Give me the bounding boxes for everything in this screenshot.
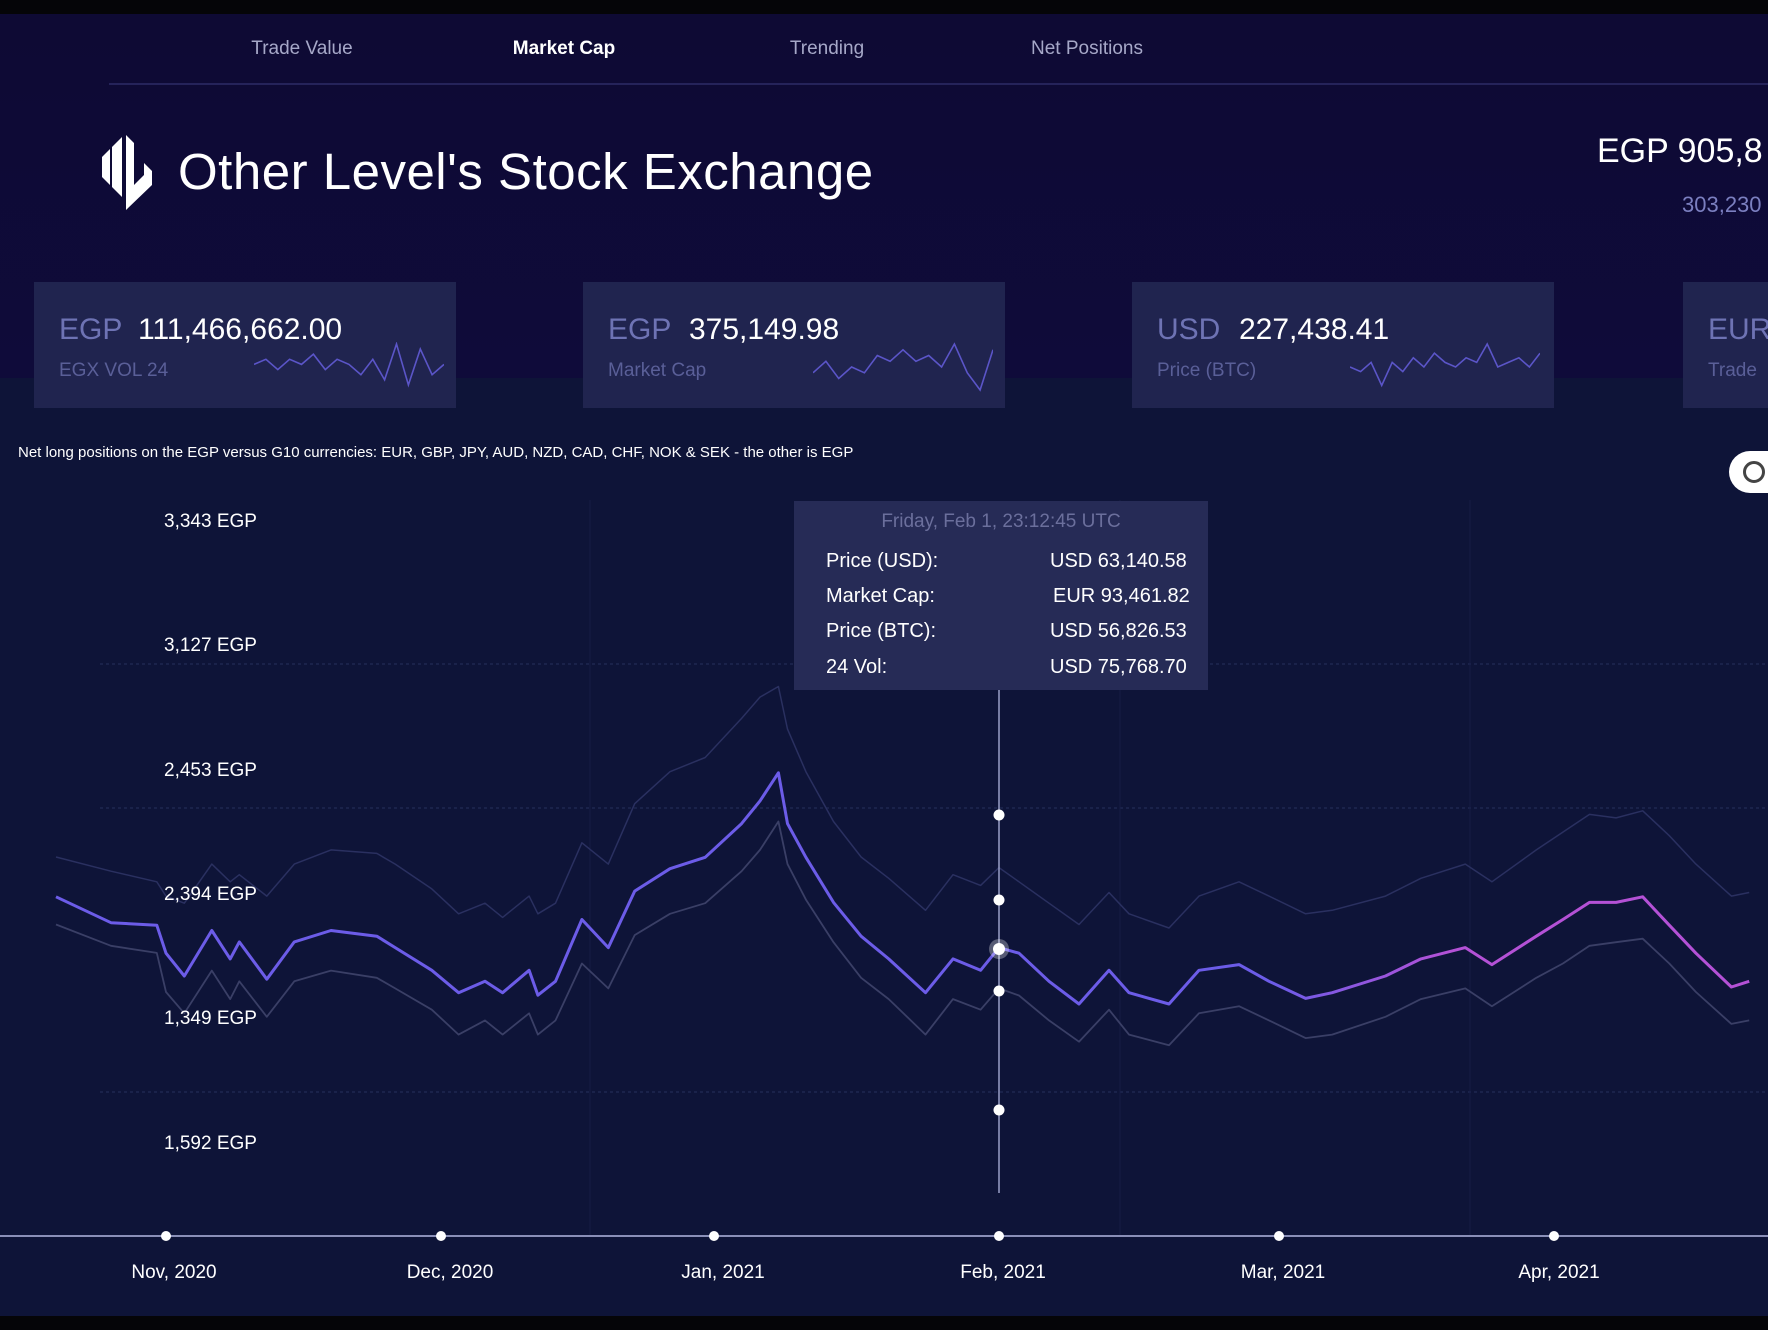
stat-card-trade[interactable]: EUR Trade: [1683, 282, 1768, 408]
y-tick-label: 3,127 EGP: [164, 635, 257, 656]
hover-point: [993, 943, 1005, 955]
x-tick-label: Mar, 2021: [1240, 1262, 1326, 1283]
x-tick-dot: [709, 1231, 719, 1241]
headline-subvalue: 303,230: [1682, 192, 1762, 217]
tooltip-label: Market Cap:: [826, 585, 935, 607]
card-value: 375,149.98: [689, 313, 840, 346]
tooltip-label: Price (USD):: [826, 550, 939, 572]
headline-value: EGP 905,8: [1597, 132, 1763, 170]
crosshair-dot: [993, 894, 1005, 906]
tab-trade-value[interactable]: Trade Value: [251, 38, 353, 59]
x-tick-dot: [1549, 1231, 1559, 1241]
card-currency: EGP: [59, 313, 123, 346]
y-tick-label: 1,349 EGP: [164, 1008, 257, 1029]
chart-tooltip: Friday, Feb 1, 23:12:45 UTC Price (USD):…: [794, 501, 1208, 690]
sparkline-path: [254, 342, 444, 388]
y-tick-label: 2,453 EGP: [164, 760, 257, 781]
x-tick-label: Feb, 2021: [960, 1262, 1046, 1283]
tooltip-value: EUR 93,461.82: [1053, 585, 1190, 607]
stat-card-price-btc[interactable]: USD 227,438.41 Price (BTC): [1132, 282, 1554, 408]
x-tick-label: Jan, 2021: [681, 1262, 765, 1283]
x-tick-label: Dec, 2020: [406, 1262, 494, 1283]
tooltip-title: Friday, Feb 1, 23:12:45 UTC: [881, 511, 1121, 532]
series-line-lower-band: [55, 820, 1750, 1047]
crosshair-dot: [993, 985, 1005, 997]
stat-card-egx-vol[interactable]: EGP 111,466,662.00 EGX VOL 24: [34, 282, 456, 408]
tab-net-positions[interactable]: Net Positions: [1031, 38, 1143, 59]
x-tick-label: Apr, 2021: [1518, 1262, 1600, 1283]
stat-card-market-cap[interactable]: EGP 375,149.98 Market Cap: [583, 282, 1005, 408]
y-tick-label: 1,592 EGP: [164, 1133, 257, 1154]
tooltip-label: Price (BTC):: [826, 620, 936, 642]
page-title: Other Level's Stock Exchange: [178, 143, 874, 200]
card-sparkline: [254, 342, 444, 388]
crosshair-dot: [993, 1104, 1005, 1116]
tab-trending[interactable]: Trending: [789, 38, 865, 59]
bottom-bar: [0, 1316, 1768, 1330]
sparkline-path: [813, 342, 993, 392]
card-label: Trade: [1708, 360, 1757, 381]
tooltip-value: USD 75,768.70: [1050, 656, 1187, 678]
card-currency: USD: [1157, 313, 1221, 346]
tab-market-cap[interactable]: Market Cap: [512, 38, 616, 59]
y-tick-label: 3,343 EGP: [164, 511, 257, 532]
x-tick-dot: [161, 1231, 171, 1241]
nav-divider: [109, 83, 1768, 85]
search-icon: [1743, 461, 1765, 483]
card-value: 111,466,662.00: [138, 313, 343, 346]
x-tick-dot: [994, 1231, 1004, 1241]
top-bar: [0, 0, 1768, 14]
card-value: 227,438.41: [1239, 313, 1390, 346]
logo-icon: [102, 135, 152, 210]
card-label: Price (BTC): [1157, 360, 1257, 381]
series-line-main: [55, 771, 1750, 1006]
series-line-upper-band: [55, 685, 1750, 929]
tooltip-value: USD 56,826.53: [1050, 620, 1187, 642]
search-toggle-button[interactable]: [1729, 451, 1768, 493]
card-currency: EGP: [608, 313, 672, 346]
x-tick-dot: [1274, 1231, 1284, 1241]
card-currency: EUR: [1708, 313, 1768, 346]
tooltip-value: USD 63,140.58: [1050, 550, 1187, 572]
card-label: Market Cap: [608, 360, 707, 381]
crosshair-dot: [993, 809, 1005, 821]
card-sparkline: [1350, 342, 1540, 388]
x-tick-label: Nov, 2020: [131, 1262, 217, 1283]
chart-subtitle: Net long positions on the EGP versus G10…: [18, 444, 854, 461]
y-tick-label: 2,394 EGP: [164, 884, 257, 905]
card-sparkline: [813, 342, 993, 392]
x-tick-dot: [436, 1231, 446, 1241]
sparkline-path: [1350, 342, 1540, 388]
card-label: EGX VOL 24: [59, 360, 169, 381]
tooltip-label: 24 Vol:: [826, 656, 888, 678]
